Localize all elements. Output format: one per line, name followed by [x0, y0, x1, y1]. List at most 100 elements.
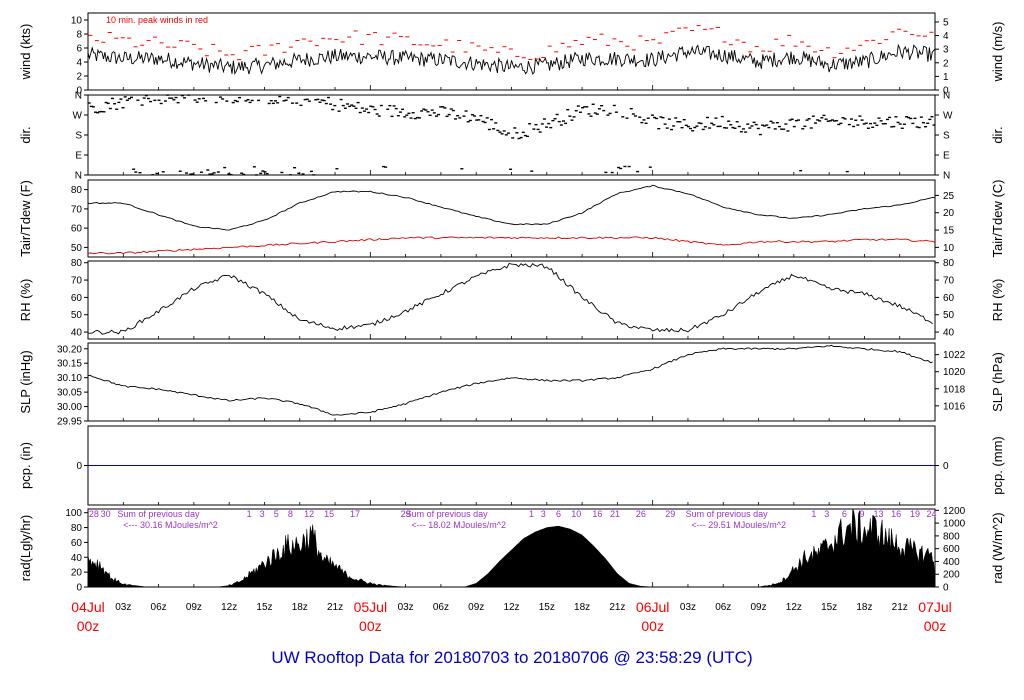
sun-angle-label: 13: [874, 509, 884, 519]
sun-angle-label: 16: [891, 509, 901, 519]
x-hour-tick-label: 12z: [503, 602, 519, 613]
ytick-label-left-pressure: 30.10: [57, 373, 82, 384]
ylabel-left-radiation: rad(Lgly/hr): [18, 515, 33, 581]
slp-line: [87, 344, 933, 416]
ytick-label-right-radiation: 200: [943, 570, 960, 581]
sun-angle-label: 8: [288, 509, 293, 519]
ylabel-right-precipitation: pcp. (mm): [990, 436, 1005, 495]
x-hour-tick-label: 03z: [680, 602, 696, 613]
ytick-label-left-rh: 80: [71, 258, 83, 269]
x-day-date-label: 07Jul: [918, 599, 951, 615]
ytick-label-right-temperature: 10: [943, 243, 955, 254]
x-hour-tick-label: 21z: [892, 602, 908, 613]
ytick-label-left-wind: 8: [76, 30, 82, 41]
weather-chart: wind (kts) wind (m/s) dir. dir. Tair/Tdew (F…: [18, 12, 1005, 634]
x-hour-tick-label: 18z: [856, 602, 872, 613]
ytick-label-left-rh: 70: [71, 276, 83, 287]
sun-angle-label: 15: [324, 509, 334, 519]
sun-angle-label: 5: [274, 509, 279, 519]
ytick-label-left-wind: 0: [76, 86, 82, 97]
ytick-label-right-wind: 0: [943, 86, 949, 97]
x-hour-tick-label: 12z: [221, 602, 237, 613]
x-day-date-label: 06Jul: [636, 599, 669, 615]
ytick-label-right-direction: S: [943, 131, 950, 142]
ytick-label-left-wind: 4: [76, 58, 82, 69]
sun-angle-label: 1: [247, 509, 252, 519]
daily-sum-value: <--- 18.02 MJoules/m^2: [412, 520, 507, 530]
ytick-label-left-temperature: 70: [71, 204, 83, 215]
ytick-label-right-direction: E: [943, 151, 950, 162]
ylabel-right-rh: RH (%): [990, 279, 1005, 322]
ytick-label-right-temperature: 15: [943, 226, 955, 237]
ytick-label-right-rh: 40: [943, 328, 955, 339]
ytick-label-left-radiation: 0: [76, 583, 82, 594]
ytick-label-left-direction: S: [75, 131, 82, 142]
sun-angle-label: 30: [101, 509, 111, 519]
sun-angle-label: 16: [592, 509, 602, 519]
ytick-label-right-pressure: 1022: [943, 350, 966, 361]
ylabel-right-direction: dir.: [990, 126, 1005, 143]
tdew-line: [87, 236, 936, 255]
ytick-label-left-wind: 10: [71, 16, 83, 27]
panel-frame-temperature: [87, 179, 936, 258]
ytick-label-right-radiation: 800: [943, 531, 960, 542]
sun-angle-label: 19: [910, 509, 920, 519]
sun-angle-label: 17: [350, 509, 360, 519]
sun-angle-label: 6: [556, 509, 561, 519]
ytick-label-left-radiation: 80: [71, 523, 83, 534]
ytick-label-right-direction: N: [943, 91, 950, 102]
ytick-label-left-radiation: 60: [71, 538, 83, 549]
ytick-label-right-radiation: 1200: [943, 506, 966, 517]
sun-angle-label: 28: [89, 509, 99, 519]
direction-marks: [87, 94, 936, 176]
ytick-label-right-rh: 70: [943, 276, 955, 287]
x-hour-tick-label: 18z: [292, 602, 308, 613]
ytick-label-left-rh: 50: [71, 310, 83, 321]
sun-angle-label: 3: [260, 509, 265, 519]
x-day-time-label: 00z: [924, 618, 947, 634]
ytick-label-left-radiation: 40: [71, 553, 83, 564]
ylabel-left-pressure: SLP (inHg): [18, 350, 33, 413]
x-hour-tick-label: 18z: [574, 602, 590, 613]
sun-angle-label: 6: [842, 509, 847, 519]
x-hour-tick-label: 06z: [151, 602, 167, 613]
panel-frame-direction: [87, 94, 936, 176]
ytick-label-left-wind: 6: [76, 44, 82, 55]
ytick-label-right-precipitation: 0: [943, 461, 949, 472]
ylabel-right-temperature: Tair/Tdew (C): [990, 179, 1005, 257]
wind-peak-marks: [88, 25, 934, 61]
ytick-label-left-rh: 40: [71, 328, 83, 339]
ytick-label-right-wind: 4: [943, 31, 949, 42]
daily-sum-title: Sum of previous day: [406, 509, 489, 519]
x-hour-tick-label: 21z: [327, 602, 343, 613]
x-day-date-label: 04Jul: [71, 599, 104, 615]
ytick-label-right-direction: W: [943, 111, 953, 122]
sun-angle-label: 10: [571, 509, 581, 519]
ytick-label-right-rh: 60: [943, 293, 955, 304]
x-day-time-label: 00z: [641, 618, 664, 634]
x-day-date-label: 05Jul: [354, 599, 387, 615]
wind-mean-line: [87, 43, 936, 76]
ytick-label-left-temperature: 50: [71, 243, 83, 254]
sun-angle-label: 9: [860, 509, 865, 519]
ytick-label-left-radiation: 20: [71, 568, 83, 579]
x-hour-tick-label: 21z: [609, 602, 625, 613]
sun-angle-label: 12: [304, 509, 314, 519]
ytick-label-left-direction: E: [75, 151, 82, 162]
ytick-label-right-rh: 50: [943, 310, 955, 321]
x-hour-tick-label: 15z: [539, 602, 555, 613]
sun-angle-label: 21: [610, 509, 620, 519]
ytick-label-left-temperature: 80: [71, 185, 83, 196]
ytick-label-right-wind: 5: [943, 17, 949, 28]
ytick-label-right-radiation: 600: [943, 544, 960, 555]
ytick-label-left-precipitation: 0: [76, 461, 82, 472]
x-hour-tick-label: 03z: [398, 602, 414, 613]
ytick-label-right-wind: 3: [943, 45, 949, 56]
chart-title: UW Rooftop Data for 20180703 to 20180706…: [271, 648, 753, 667]
ytick-label-right-pressure: 1016: [943, 401, 966, 412]
sun-angle-label: 1: [529, 509, 534, 519]
ylabel-left-direction: dir.: [18, 126, 33, 143]
ytick-label-left-direction: W: [73, 111, 83, 122]
ytick-label-left-pressure: 30.15: [57, 359, 82, 370]
ytick-label-right-direction: N: [943, 171, 950, 182]
